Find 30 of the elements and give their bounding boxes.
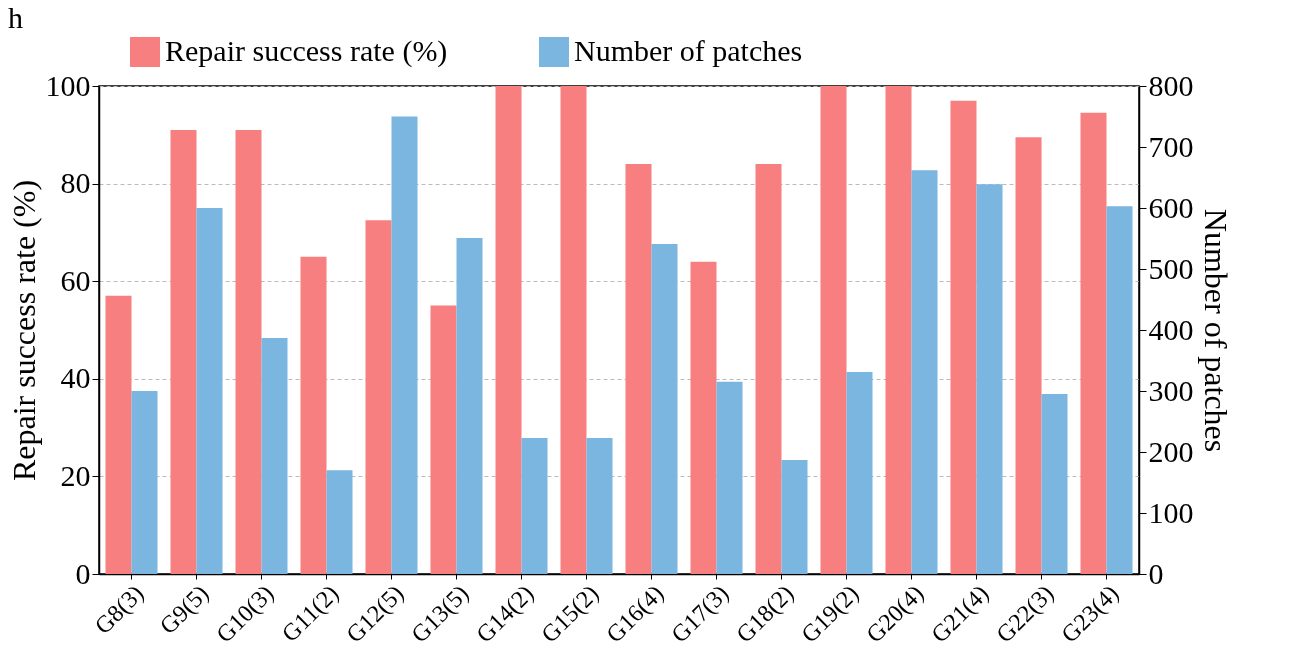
y-tick-label: 100	[45, 68, 91, 102]
y-axis-title: Repair success rate (%)	[5, 179, 42, 482]
y2-tick-label: 300	[1148, 373, 1194, 407]
legend-label: Number of patches	[574, 34, 803, 67]
y2-tick-label: 800	[1148, 68, 1194, 102]
y-tick-label: 20	[60, 458, 91, 492]
bar	[1015, 137, 1042, 574]
y2-tick-label: 500	[1148, 251, 1194, 285]
bar	[781, 459, 808, 574]
bar	[521, 437, 548, 574]
bar	[586, 437, 613, 574]
bar	[560, 86, 587, 574]
legend-label: Repair success rate (%)	[165, 34, 448, 68]
text: h	[8, 1, 23, 34]
y-tick-label: 40	[60, 361, 91, 395]
y-tick-label: 60	[60, 263, 91, 297]
y2-tick-label: 0	[1148, 556, 1164, 590]
y2-axis-title: Number of patches	[1197, 208, 1234, 453]
y-tick-label: 80	[60, 166, 91, 200]
bar	[495, 86, 522, 574]
y2-tick-label: 200	[1148, 434, 1194, 468]
bar	[326, 470, 353, 574]
y-tick-label: 0	[75, 556, 91, 590]
y2-tick-label: 400	[1148, 312, 1194, 346]
bar	[300, 256, 327, 574]
y2-tick-label: 600	[1148, 190, 1194, 224]
y2-tick-label: 100	[1148, 495, 1194, 529]
y2-tick-label: 700	[1148, 129, 1194, 163]
bar	[820, 86, 847, 574]
bar	[755, 164, 782, 574]
